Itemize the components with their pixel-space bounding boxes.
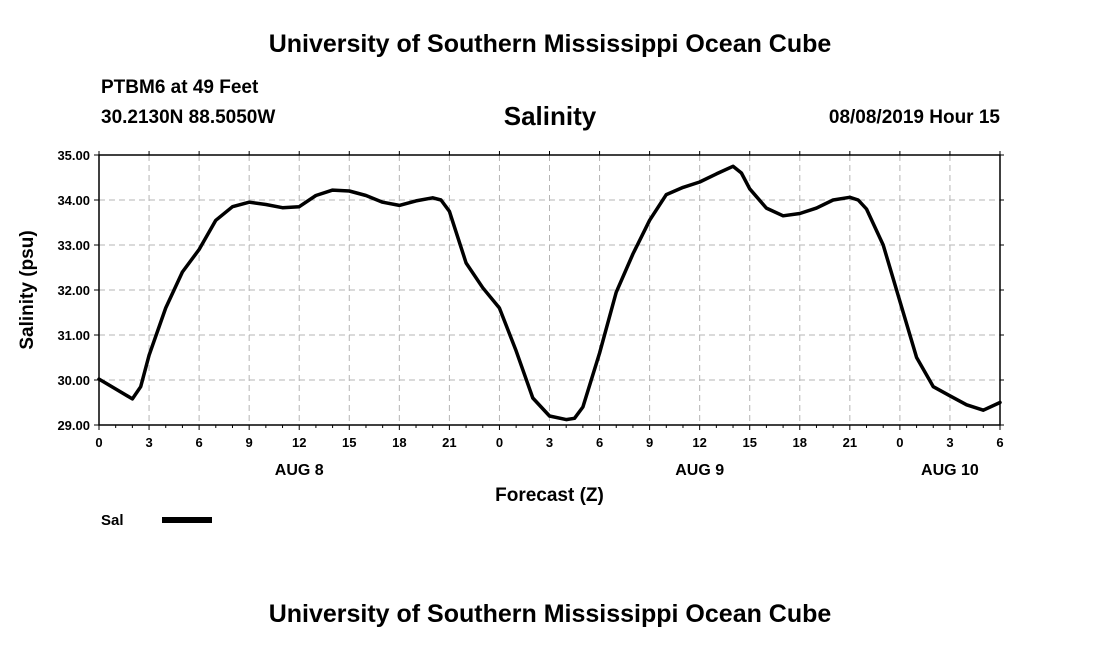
y-axis-title: Salinity (psu) [17, 230, 38, 349]
x-tick-label: 12 [292, 435, 306, 450]
x-tick-label: 18 [392, 435, 406, 450]
timestamp-label: 08/08/2019 Hour 15 [828, 107, 1000, 128]
x-tick-label: 0 [95, 435, 102, 450]
x-tick-label: 21 [843, 435, 857, 450]
y-tick-label: 35.00 [57, 148, 90, 163]
x-tick-label: 6 [996, 435, 1003, 450]
y-tick-label: 33.00 [57, 238, 90, 253]
x-tick-label: 3 [546, 435, 553, 450]
coordinates-label: 30.2130N 88.5050W [101, 107, 276, 128]
x-tick-label: 9 [646, 435, 653, 450]
y-tick-label: 29.00 [57, 418, 90, 433]
y-tick-label: 32.00 [57, 283, 90, 298]
x-tick-label: 0 [496, 435, 503, 450]
y-tick-label: 30.00 [57, 373, 90, 388]
grid-lines [99, 155, 1000, 425]
x-axis-title: Forecast (Z) [495, 485, 604, 506]
axis-labels: 0 3 6 9 12 15 18 21 0 3 6 9 12 15 18 21 0 3 6 29.00 30.00 31.… [57, 148, 1003, 479]
x-tick-label: 3 [946, 435, 953, 450]
legend-label-sal: Sal [101, 512, 124, 529]
chart-title-bottom: University of Southern Mississippi Ocean… [268, 600, 832, 628]
chart-title-top: University of Southern Mississippi Ocean… [268, 30, 832, 58]
x-tick-label: 6 [195, 435, 202, 450]
day-label: AUG 9 [675, 462, 724, 479]
x-tick-label: 6 [596, 435, 603, 450]
y-tick-label: 34.00 [57, 193, 90, 208]
x-tick-label: 12 [692, 435, 706, 450]
axis-ticks [94, 151, 1004, 430]
x-tick-label: 18 [793, 435, 807, 450]
y-tick-label: 31.00 [57, 328, 90, 343]
x-tick-label: 15 [742, 435, 756, 450]
x-tick-label: 9 [246, 435, 253, 450]
x-tick-label: 21 [442, 435, 456, 450]
x-tick-label: 0 [896, 435, 903, 450]
plot-title: Salinity [503, 101, 597, 131]
day-label: AUG 8 [275, 462, 324, 479]
day-label: AUG 10 [921, 462, 979, 479]
x-tick-label: 3 [145, 435, 152, 450]
series-line-sal [97, 164, 1002, 422]
station-label: PTBM6 at 49 Feet [101, 77, 259, 98]
x-tick-label: 15 [342, 435, 356, 450]
